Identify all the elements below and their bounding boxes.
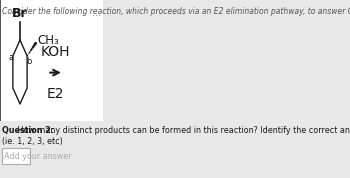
Text: (ie. 1, 2, 3, etc): (ie. 1, 2, 3, etc)	[2, 137, 63, 146]
Bar	[0, 0, 1, 121]
Text: Consider the following reaction, which proceeds via an E2 elimination pathway, t: Consider the following reaction, which p…	[2, 7, 350, 16]
Bar	[0, 0, 103, 121]
Text: CH₃: CH₃	[37, 35, 59, 48]
Text: a: a	[8, 54, 13, 62]
Text: Br: Br	[12, 7, 28, 20]
Bar	[2, 148, 30, 164]
Text: ...: ...	[92, 8, 101, 18]
Text: Question 2:: Question 2:	[2, 126, 55, 135]
Text: Add your answer: Add your answer	[4, 151, 71, 161]
Text: KOH: KOH	[41, 45, 70, 59]
Text: b: b	[26, 56, 31, 66]
Text: E2: E2	[47, 87, 64, 101]
Text: How many distinct products can be formed in this reaction? Identify the correct : How many distinct products can be formed…	[15, 126, 350, 135]
